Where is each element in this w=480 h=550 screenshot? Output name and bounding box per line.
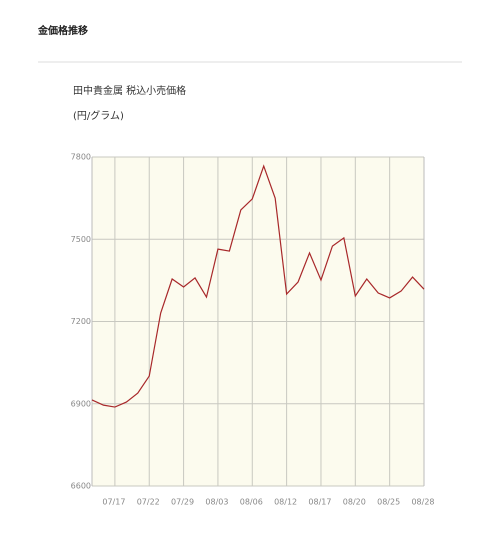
x-tick-label: 08/06	[240, 498, 263, 507]
page-title: 金価格推移	[37, 24, 88, 37]
x-tick-label: 08/03	[205, 498, 228, 507]
x-tick-label: 08/17	[308, 498, 331, 507]
chart-title: 田中貴金属 税込小売価格	[73, 84, 186, 97]
chart-subtitle: (円/グラム)	[73, 109, 124, 122]
x-tick-label: 07/29	[171, 498, 194, 507]
x-tick-label: 08/12	[274, 498, 297, 507]
y-tick-label: 7500	[71, 235, 91, 244]
x-tick-label: 08/28	[411, 498, 434, 507]
y-tick-label: 6900	[71, 399, 91, 408]
x-tick-label: 08/25	[377, 498, 400, 507]
x-tick-label: 08/20	[343, 498, 366, 507]
x-tick-label: 07/17	[102, 498, 125, 507]
x-tick-label: 07/22	[137, 498, 160, 507]
y-tick-label: 7200	[71, 317, 91, 326]
y-tick-label: 6600	[71, 482, 91, 491]
y-tick-label: 7800	[71, 153, 91, 162]
data-line	[91, 164, 425, 408]
